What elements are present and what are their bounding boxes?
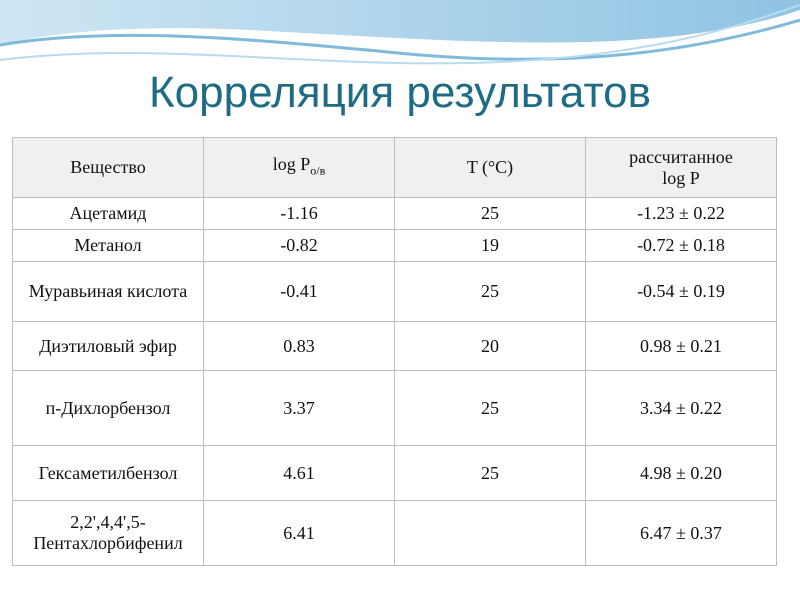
table-row: Гексаметилбензол 4.61 25 4.98 ± 0.20	[12, 445, 777, 501]
table-cell: -0.72 ± 0.18	[585, 229, 777, 262]
table-cell: 0.83	[203, 321, 395, 371]
table-cell: 25	[394, 445, 586, 501]
table-cell: 4.61	[203, 445, 395, 501]
table-cell: 3.37	[203, 370, 395, 446]
table-cell: Муравьиная кислота	[12, 261, 204, 322]
table-cell: 6.41	[203, 500, 395, 566]
table-cell: 3.34 ± 0.22	[585, 370, 777, 446]
header-subscript: о/в	[310, 163, 326, 178]
table-row: Ацетамид -1.16 25 -1.23 ± 0.22	[12, 197, 777, 230]
results-table: Вещество log Pо/в T (°C) рассчитанное lo…	[12, 137, 777, 566]
table-cell: 20	[394, 321, 586, 371]
table-cell: -0.41	[203, 261, 395, 322]
background-waves	[0, 0, 800, 65]
table-cell: 6.47 ± 0.37	[585, 500, 777, 566]
table-cell: 25	[394, 370, 586, 446]
table-cell: 25	[394, 197, 586, 230]
wave-line	[0, 4, 800, 65]
table-cell: -0.82	[203, 229, 395, 262]
table-row: Метанол -0.82 19 -0.72 ± 0.18	[12, 229, 777, 262]
wave	[0, 0, 800, 45]
table-cell: -1.16	[203, 197, 395, 230]
table-cell: 19	[394, 229, 586, 262]
header-cell: рассчитанное log P	[585, 137, 777, 198]
table-cell	[394, 500, 586, 566]
table-cell: 25	[394, 261, 586, 322]
table-row: п-Дихлорбензол 3.37 25 3.34 ± 0.22	[12, 370, 777, 446]
header-cell: T (°C)	[394, 137, 586, 198]
header-row: Вещество log Pо/в T (°C) рассчитанное lo…	[12, 137, 777, 198]
table-cell: Метанол	[12, 229, 204, 262]
table-cell: 2,2',4,4',5-Пентахлорбифенил	[12, 500, 204, 566]
table-cell: 4.98 ± 0.20	[585, 445, 777, 501]
table-cell: -1.23 ± 0.22	[585, 197, 777, 230]
table-cell: Гексаметилбензол	[12, 445, 204, 501]
table-cell: 0.98 ± 0.21	[585, 321, 777, 371]
table-cell: -0.54 ± 0.19	[585, 261, 777, 322]
header-text: log P	[272, 153, 311, 174]
table-cell: Диэтиловый эфир	[12, 321, 204, 371]
table-cell: п-Дихлорбензол	[12, 370, 204, 446]
header-cell: Вещество	[12, 137, 204, 198]
table-body: Ацетамид -1.16 25 -1.23 ± 0.22 Метанол -0.82 1…	[12, 197, 777, 566]
wave-line	[0, 18, 800, 61]
table-cell: Ацетамид	[12, 197, 204, 230]
header-cell: log Pо/в	[203, 137, 395, 198]
table-row: Диэтиловый эфир 0.83 20 0.98 ± 0.21	[12, 321, 777, 371]
table-row: 2,2',4,4',5-Пентахлорбифенил 6.41 6.47 ± 0…	[12, 500, 777, 566]
table-row: Муравьиная кислота -0.41 25 -0.54 ± 0.19	[12, 261, 777, 322]
slide-title: Корреляция результатов	[149, 68, 651, 117]
